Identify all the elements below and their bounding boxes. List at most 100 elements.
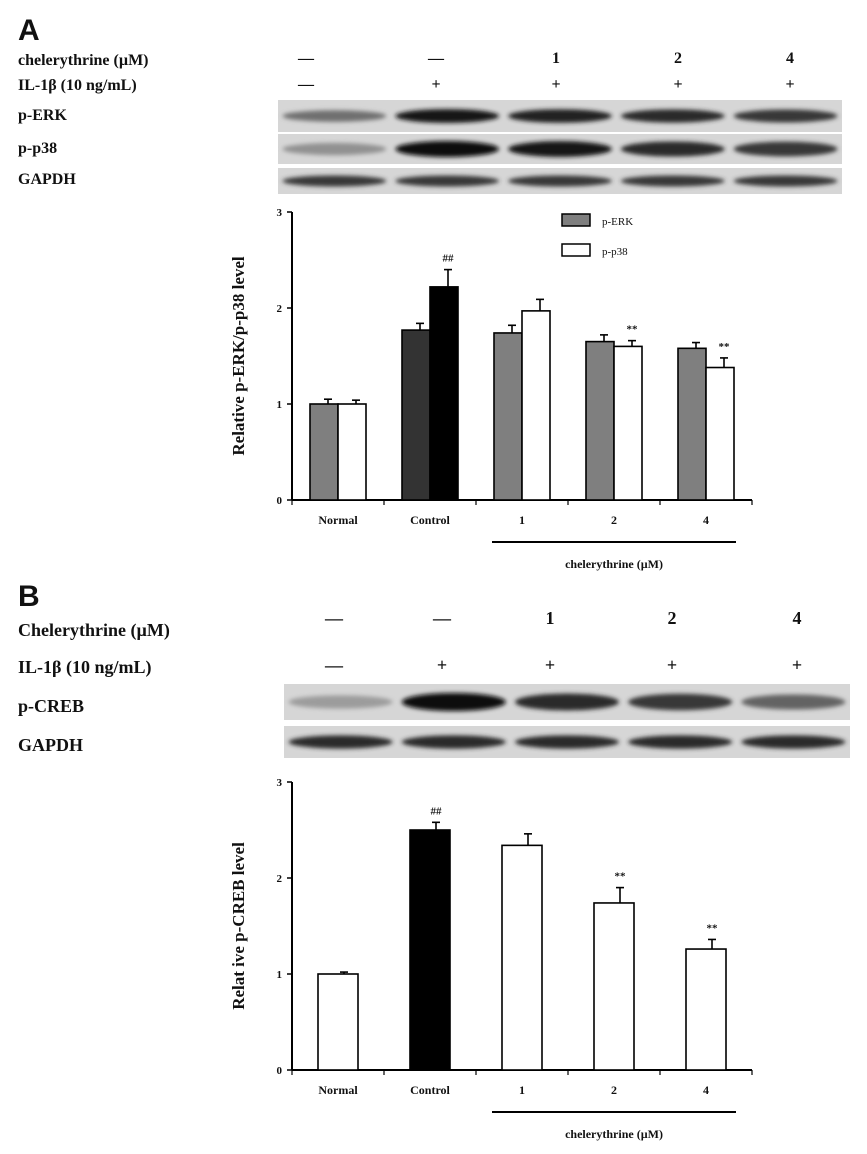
y-axis-label: Relat ive p-CREB level	[229, 842, 248, 1010]
blot-band	[282, 175, 387, 187]
blot-band	[508, 141, 612, 157]
treatment-lane-5: 4	[786, 50, 794, 67]
legend-label: p-ERK	[602, 216, 633, 228]
significance-marker: **	[719, 341, 731, 353]
x-axis-label: chelerythrine (µM)	[565, 557, 663, 571]
il1b-b-lane-5: +	[791, 655, 803, 675]
blot-a-p-p38	[278, 134, 842, 164]
x-tick-label: Control	[410, 513, 450, 527]
x-tick-label: 4	[703, 1083, 709, 1097]
bar-p-erk	[401, 329, 431, 501]
blot-band	[508, 175, 612, 187]
label-p-creb: p-CREB	[18, 696, 85, 716]
label-p-p38: p-p38	[18, 140, 58, 157]
x-tick-label: Normal	[318, 513, 358, 527]
x-tick-label: Control	[410, 1083, 450, 1097]
y-tick-label: 2	[277, 873, 283, 885]
il1b-lane-3: +	[551, 76, 561, 93]
label-il1b-b: IL-1β (10 ng/mL)	[18, 657, 152, 677]
blot-band	[395, 141, 500, 157]
bar-p-erk	[677, 347, 707, 501]
blot-b-p-creb	[284, 684, 850, 720]
blot-band	[733, 175, 838, 187]
legend-swatch	[561, 213, 591, 227]
bar-p-erk	[493, 332, 523, 501]
blot-band	[395, 109, 500, 123]
treatment-lane-2: —	[428, 50, 444, 67]
bar-p-erk	[309, 403, 339, 501]
x-tick-label: 4	[703, 513, 709, 527]
x-tick-label: 2	[611, 513, 617, 527]
blot-band	[620, 175, 725, 187]
treatment-lane-4: 2	[674, 50, 682, 67]
label-p-erk: p-ERK	[18, 107, 67, 124]
y-tick-label: 0	[277, 1065, 283, 1077]
bar-p-p38	[429, 286, 459, 501]
label-il1b: IL-1β (10 ng/mL)	[18, 77, 137, 94]
blot-band	[514, 693, 620, 711]
label-chelerythrine-b: Chelerythrine (µM)	[18, 620, 170, 640]
blot-band	[401, 735, 506, 749]
y-tick-label: 2	[277, 303, 283, 315]
bar	[501, 844, 543, 1071]
il1b-lane-5: +	[785, 76, 795, 93]
bar-p-p38	[705, 366, 735, 501]
panel-b-letter: B	[18, 580, 40, 613]
x-tick-label: 1	[519, 513, 525, 527]
label-gapdh-b: GAPDH	[18, 735, 83, 755]
x-axis-label: chelerythrine (µM)	[565, 1127, 663, 1141]
x-tick-label: 2	[611, 1083, 617, 1097]
significance-marker: **	[627, 324, 639, 336]
blot-band	[288, 735, 393, 749]
bar	[685, 948, 727, 1071]
bar	[593, 902, 635, 1071]
bar-p-p38	[613, 345, 643, 501]
blot-band	[620, 141, 725, 157]
significance-marker: **	[615, 871, 627, 883]
blot-band	[282, 110, 387, 122]
significance-marker: ##	[443, 253, 455, 265]
y-tick-label: 3	[277, 777, 283, 789]
il1b-lane-4: +	[673, 76, 683, 93]
il1b-lane-2: +	[431, 76, 441, 93]
il1b-b-lane-2: +	[436, 655, 448, 675]
bar	[317, 973, 359, 1071]
blot-band	[514, 735, 620, 749]
legend-label: p-p38	[602, 246, 628, 258]
treatment-lane-1: —	[298, 50, 314, 67]
label-chelerythrine: chelerythrine (µM)	[18, 52, 149, 69]
blot-b-gapdh	[284, 726, 850, 758]
chart-b: 0 1 2 3 Relat ive p-CREB level Normal Control 1…	[229, 777, 753, 1141]
blot-band	[741, 735, 846, 749]
treatment-b-lane-2: —	[433, 608, 451, 628]
panel-a-letter: A	[18, 14, 40, 47]
blot-band	[620, 109, 725, 123]
chart-a: 0 1 2 3 Relative p-ERK/p-p38 level Normal Cont…	[229, 207, 753, 571]
blot-band	[628, 693, 733, 711]
treatment-b-lane-1: —	[325, 608, 343, 628]
y-tick-label: 1	[277, 399, 283, 411]
y-tick-label: 1	[277, 969, 283, 981]
y-tick-label: 3	[277, 207, 283, 219]
x-tick-label: 1	[519, 1083, 525, 1097]
bar-p-erk	[585, 340, 615, 501]
y-tick-label: 0	[277, 495, 283, 507]
blot-band	[288, 695, 393, 709]
significance-marker: **	[707, 922, 719, 934]
il1b-b-lane-1: —	[325, 655, 343, 675]
blot-band	[282, 142, 387, 156]
label-gapdh: GAPDH	[18, 171, 76, 188]
blot-band	[401, 693, 506, 711]
x-tick-label: Normal	[318, 1083, 358, 1097]
bar-p-p38	[337, 403, 367, 501]
blot-band	[733, 141, 838, 157]
blot-band	[741, 694, 846, 710]
il1b-b-lane-3: +	[544, 655, 556, 675]
il1b-lane-1: —	[298, 76, 314, 93]
blot-band	[508, 109, 612, 123]
significance-marker: ##	[431, 805, 443, 817]
bar-p-p38	[521, 310, 551, 501]
bar	[409, 829, 451, 1071]
treatment-b-lane-4: 2	[667, 608, 677, 628]
blot-a-p-erk	[278, 100, 842, 132]
